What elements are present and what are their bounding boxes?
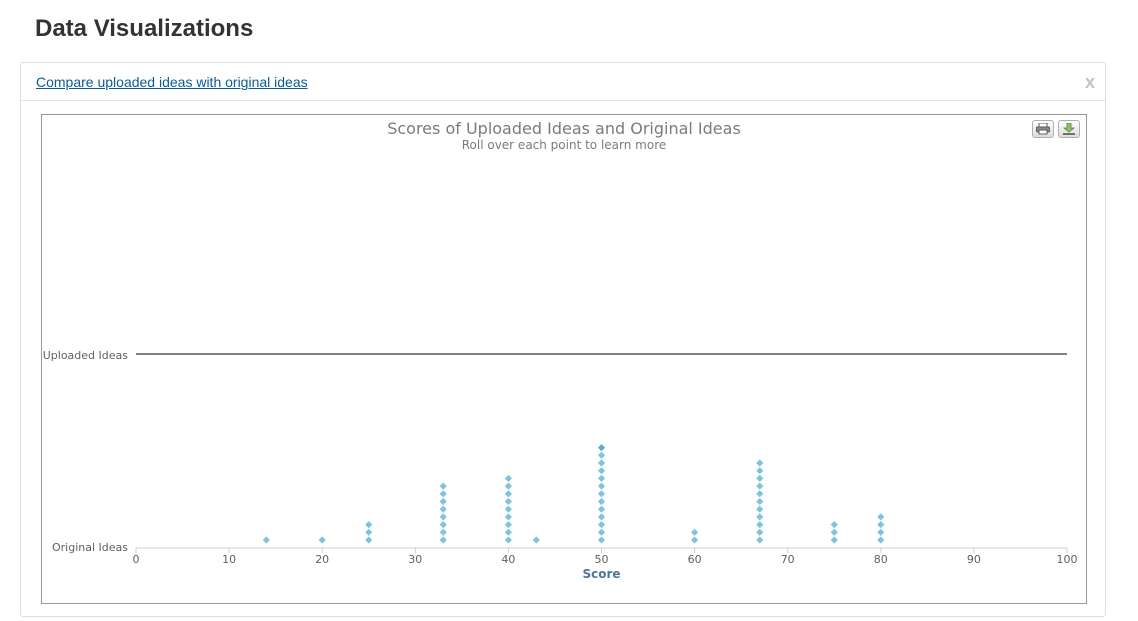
- data-point: [756, 467, 764, 475]
- data-point: [756, 505, 764, 513]
- data-point: [756, 536, 764, 544]
- data-point: [597, 482, 606, 490]
- panel-header: Compare uploaded ideas with original ide…: [21, 63, 1105, 101]
- data-point: [756, 497, 764, 506]
- data-point: [877, 513, 885, 521]
- data-point: [597, 497, 606, 506]
- data-point: [439, 528, 447, 536]
- data-point: [756, 490, 764, 498]
- data-point: [756, 521, 764, 529]
- data-point: [504, 505, 512, 513]
- data-point: [439, 521, 447, 529]
- data-point: [597, 505, 606, 513]
- data-point: [756, 513, 764, 521]
- data-point: [365, 528, 373, 536]
- x-tick-label: 100: [1057, 553, 1078, 566]
- page-title: Data Visualizations: [35, 15, 254, 42]
- data-point: [532, 536, 540, 544]
- download-icon: [1062, 123, 1076, 135]
- x-tick-label: 30: [408, 553, 422, 566]
- export-chart-button[interactable]: [1058, 120, 1080, 138]
- data-point: [597, 528, 606, 536]
- data-point: [504, 536, 512, 544]
- data-point: [597, 521, 606, 529]
- data-point: [365, 521, 373, 529]
- data-point: [691, 528, 699, 536]
- data-point: [597, 444, 606, 452]
- data-point: [597, 451, 606, 459]
- x-axis-title: Score: [582, 567, 620, 581]
- data-point: [504, 474, 512, 482]
- data-point: [830, 521, 838, 529]
- data-point: [877, 521, 885, 529]
- data-point: [756, 528, 764, 536]
- data-point: [597, 474, 606, 482]
- chart-subtitle: Roll over each point to learn more: [462, 138, 667, 152]
- data-point: [830, 536, 838, 544]
- scatter-chart: Scores of Uploaded Ideas and Original Id…: [43, 119, 1078, 581]
- y-category-label: Uploaded Ideas: [43, 349, 129, 362]
- data-point: [691, 536, 699, 544]
- print-chart-button[interactable]: [1032, 120, 1054, 138]
- x-tick-label: 0: [133, 553, 140, 566]
- compare-ideas-link[interactable]: Compare uploaded ideas with original ide…: [36, 74, 308, 90]
- data-point: [504, 482, 512, 490]
- data-point: [597, 459, 606, 467]
- data-point: [504, 521, 512, 529]
- chart-container: Scores of Uploaded Ideas and Original Id…: [41, 114, 1087, 604]
- x-tick-label: 70: [781, 553, 795, 566]
- x-tick-label: 20: [315, 553, 329, 566]
- data-point: [504, 528, 512, 536]
- x-tick-label: 40: [501, 553, 515, 566]
- data-point: [439, 536, 447, 544]
- x-tick-label: 10: [222, 553, 236, 566]
- print-icon: [1036, 123, 1050, 135]
- data-point: [504, 490, 512, 498]
- data-point: [597, 467, 606, 475]
- data-point: [597, 490, 606, 498]
- data-point: [439, 513, 447, 521]
- data-point: [830, 528, 838, 536]
- data-point: [504, 513, 512, 521]
- data-point: [365, 536, 373, 544]
- data-point: [877, 528, 885, 536]
- x-tick-label: 80: [874, 553, 888, 566]
- data-point: [756, 482, 764, 490]
- data-point: [597, 513, 606, 521]
- x-tick-label: 60: [688, 553, 702, 566]
- data-point: [439, 482, 447, 490]
- data-point: [318, 536, 326, 544]
- y-category-label: Original Ideas: [52, 541, 128, 554]
- data-point: [756, 474, 764, 482]
- data-point: [504, 497, 512, 506]
- x-tick-label: 90: [967, 553, 981, 566]
- close-panel-button[interactable]: x: [1084, 72, 1095, 92]
- data-point: [439, 490, 447, 498]
- data-point: [439, 497, 447, 506]
- data-point: [877, 536, 885, 544]
- x-tick-label: 50: [595, 553, 609, 566]
- visualization-panel: Compare uploaded ideas with original ide…: [20, 62, 1106, 617]
- data-point: [262, 536, 270, 544]
- data-point: [756, 459, 764, 467]
- data-point: [439, 505, 447, 513]
- data-point: [597, 536, 606, 544]
- chart-title: Scores of Uploaded Ideas and Original Id…: [387, 119, 741, 138]
